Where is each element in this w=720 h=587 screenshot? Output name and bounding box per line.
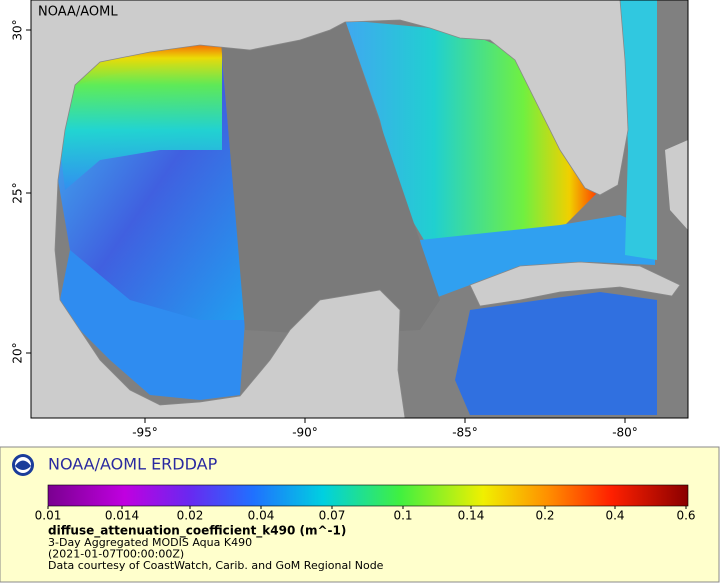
data-caribbean: [455, 292, 657, 415]
lon-tick-label: -90°: [292, 426, 318, 440]
lon-tick-label: -95°: [132, 426, 158, 440]
scale-tick-label: 0.02: [177, 509, 204, 523]
swath-gap: [220, 20, 440, 335]
land-north-west: [30, 0, 629, 419]
legend-panel: [0, 446, 720, 583]
lon-tick-label: -80°: [612, 426, 638, 440]
lon-tick-label: -85°: [452, 426, 478, 440]
map-frame: [30, 0, 689, 419]
color-scale: [47, 484, 689, 507]
lat-tick-label: 25°: [11, 182, 25, 203]
lat-tick-label: 20°: [11, 342, 25, 363]
legend: NOAA/AOML ERDDAP diffuse_attenuation_coe…: [0, 446, 720, 583]
scale-tick-label: 0.2: [535, 509, 554, 523]
lat-tick-label: 30°: [11, 19, 25, 40]
legend-line: 3-Day Aggregated MODIS Aqua K490: [48, 536, 252, 549]
scale-tick-label: 0.1: [393, 509, 412, 523]
noaa-logo: [12, 454, 34, 476]
map: NOAA/AOML: [30, 0, 689, 419]
variable-name: diffuse_attenuation_coefficient_k490 (m^…: [48, 524, 346, 539]
scale-tick-label: 0.07: [319, 509, 346, 523]
map-label: NOAA/AOML: [38, 5, 118, 20]
data-east-gulf: [345, 20, 600, 250]
scale-tick-label: 0.4: [605, 509, 624, 523]
axes: 30° 25° 20° -95° -90° -85° -80°: [11, 19, 638, 439]
scale-tick-label: 0.6: [676, 509, 695, 523]
scale-tick-label: 0.04: [248, 509, 275, 523]
legend-line: Data courtesy of CoastWatch, Carib. and …: [48, 559, 384, 572]
scale-tick-label: 0.14: [458, 509, 485, 523]
legend-line: (2021-01-07T00:00:00Z): [48, 548, 184, 561]
land-cuba: [469, 261, 681, 307]
data-campeche: [60, 250, 245, 400]
data-straits: [420, 215, 655, 300]
land-bahamas: [665, 140, 688, 230]
scale-tick-label: 0.014: [105, 509, 139, 523]
data-west-shelf: [58, 40, 222, 190]
data-atlantic: [620, 0, 657, 260]
legend-title: NOAA/AOML ERDDAP: [48, 455, 218, 474]
scale-tick-label: 0.01: [35, 509, 62, 523]
